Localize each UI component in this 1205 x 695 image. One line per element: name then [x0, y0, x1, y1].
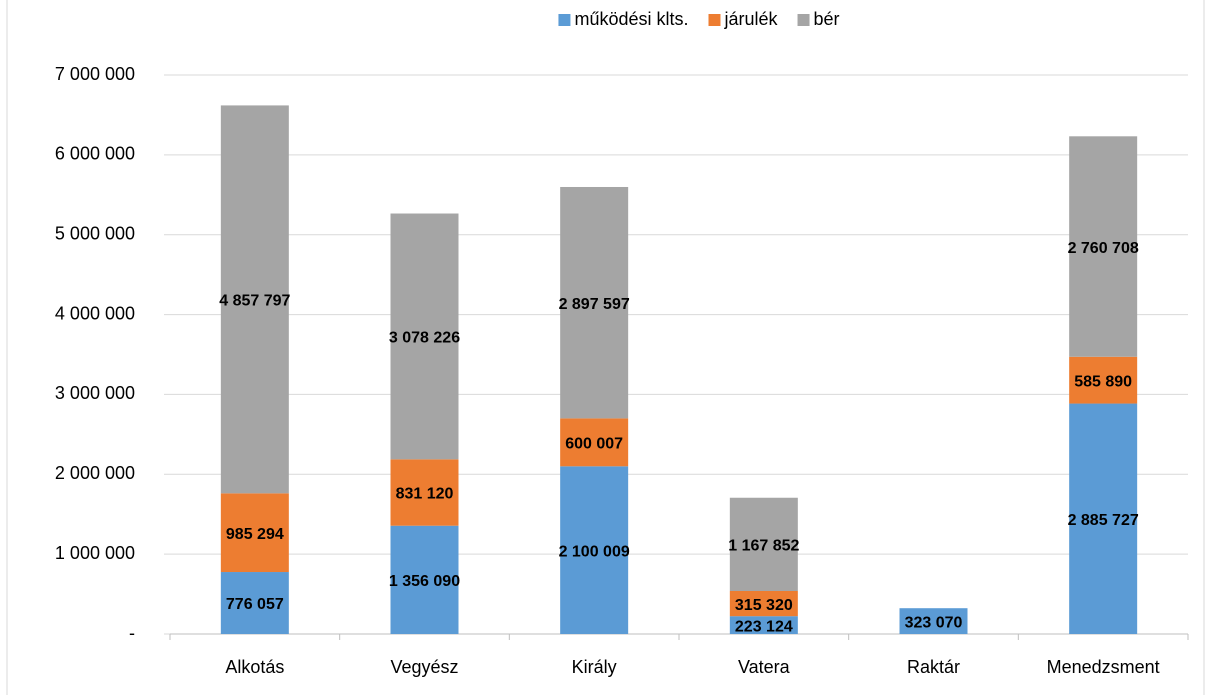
x-tick-label: Vatera: [738, 657, 791, 677]
value-label: 776 057: [226, 596, 284, 613]
bar-segment: [220, 105, 289, 494]
bar-segment: [729, 497, 798, 592]
value-label: 985 294: [226, 526, 284, 543]
x-tick-label: Király: [572, 657, 617, 677]
value-label: 2 100 009: [559, 543, 630, 560]
bar-segment: [560, 466, 629, 634]
y-tick-label: 3 000 000: [55, 383, 135, 403]
bar-segment: [220, 572, 289, 634]
y-tick-label: 1 000 000: [55, 543, 135, 563]
bar-segment: [729, 616, 798, 634]
x-tick-label: Menedzsment: [1047, 657, 1160, 677]
x-tick-label: Raktár: [907, 657, 960, 677]
legend-label: járulék: [724, 9, 779, 29]
x-tick-label: Vegyész: [390, 657, 458, 677]
bar-segment: [390, 459, 459, 526]
value-label: 600 007: [565, 436, 623, 453]
y-tick-label: 6 000 000: [55, 144, 135, 164]
value-label: 4 857 797: [219, 293, 290, 310]
value-label: 585 890: [1074, 373, 1132, 390]
value-label: 2 885 727: [1068, 512, 1139, 529]
legend-label: működési klts.: [574, 9, 688, 29]
bar-segment: [899, 608, 968, 634]
bar-segment: [1069, 356, 1138, 404]
legend-swatch: [797, 14, 810, 26]
value-label: 3 078 226: [389, 330, 460, 347]
y-tick-label: 5 000 000: [55, 223, 135, 243]
bar-segment: [390, 525, 459, 634]
chart-border: [6, 0, 1205, 695]
value-label: 831 120: [396, 486, 454, 503]
y-tick-label: 2 000 000: [55, 463, 135, 483]
value-label: 2 897 597: [559, 296, 630, 313]
legend-swatch: [708, 14, 721, 26]
legend-label: bér: [814, 9, 840, 29]
bar-segment: [1069, 136, 1138, 357]
y-tick-label: 4 000 000: [55, 303, 135, 323]
bar-segment: [220, 493, 289, 573]
x-tick-label: Alkotás: [225, 657, 284, 677]
bar-segment: [560, 186, 629, 419]
value-label: 323 070: [905, 614, 963, 631]
value-label: 315 320: [735, 597, 793, 614]
bar-segment: [729, 591, 798, 617]
bar-segment: [560, 418, 629, 467]
y-tick-label: -: [129, 623, 135, 643]
value-label: 2 760 708: [1068, 240, 1139, 257]
legend-swatch: [558, 14, 571, 26]
value-label: 1 356 090: [389, 573, 460, 590]
bar-segment: [1069, 403, 1138, 634]
value-label: 1 167 852: [728, 538, 799, 555]
value-label: 223 124: [735, 618, 793, 635]
bar-segment: [390, 213, 459, 460]
y-tick-label: 7 000 000: [55, 64, 135, 84]
